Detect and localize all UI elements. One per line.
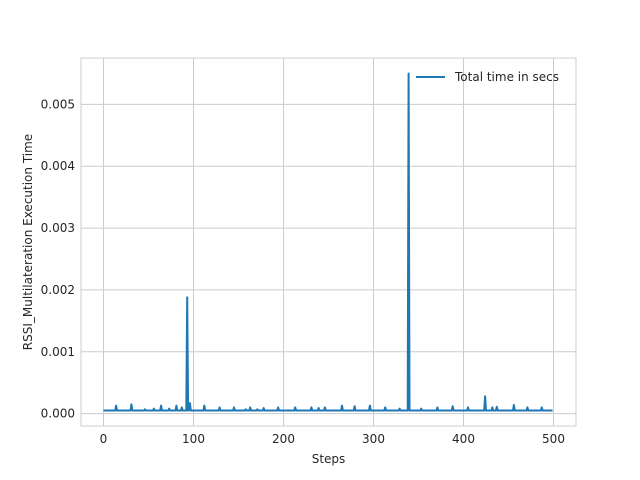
x-tick-label: 200	[272, 432, 295, 446]
y-tick-label: 0.005	[41, 97, 75, 111]
series-lines	[103, 72, 553, 412]
x-axis-ticks: 0 100 200 300 400 500	[100, 432, 565, 446]
x-tick-label: 500	[542, 432, 565, 446]
grid-lines	[81, 58, 576, 426]
x-axis-label: Steps	[312, 452, 346, 466]
x-tick-label: 0	[100, 432, 108, 446]
y-axis-ticks: 0.000 0.001 0.002 0.003 0.004 0.005	[41, 97, 75, 420]
legend-label: Total time in secs	[454, 70, 559, 84]
y-tick-label: 0.002	[41, 283, 75, 297]
x-tick-label: 400	[452, 432, 475, 446]
x-tick-label: 100	[182, 432, 205, 446]
x-tick-label: 300	[362, 432, 385, 446]
series-line	[103, 72, 553, 412]
y-axis-label: RSSI_Multilateration Execution Time	[21, 134, 35, 350]
plot-frame	[80, 57, 577, 427]
y-tick-label: 0.004	[41, 159, 75, 173]
y-tick-label: 0.003	[41, 221, 75, 235]
y-tick-label: 0.000	[41, 407, 75, 421]
legend: Total time in secs	[416, 70, 559, 84]
y-tick-label: 0.001	[41, 345, 75, 359]
